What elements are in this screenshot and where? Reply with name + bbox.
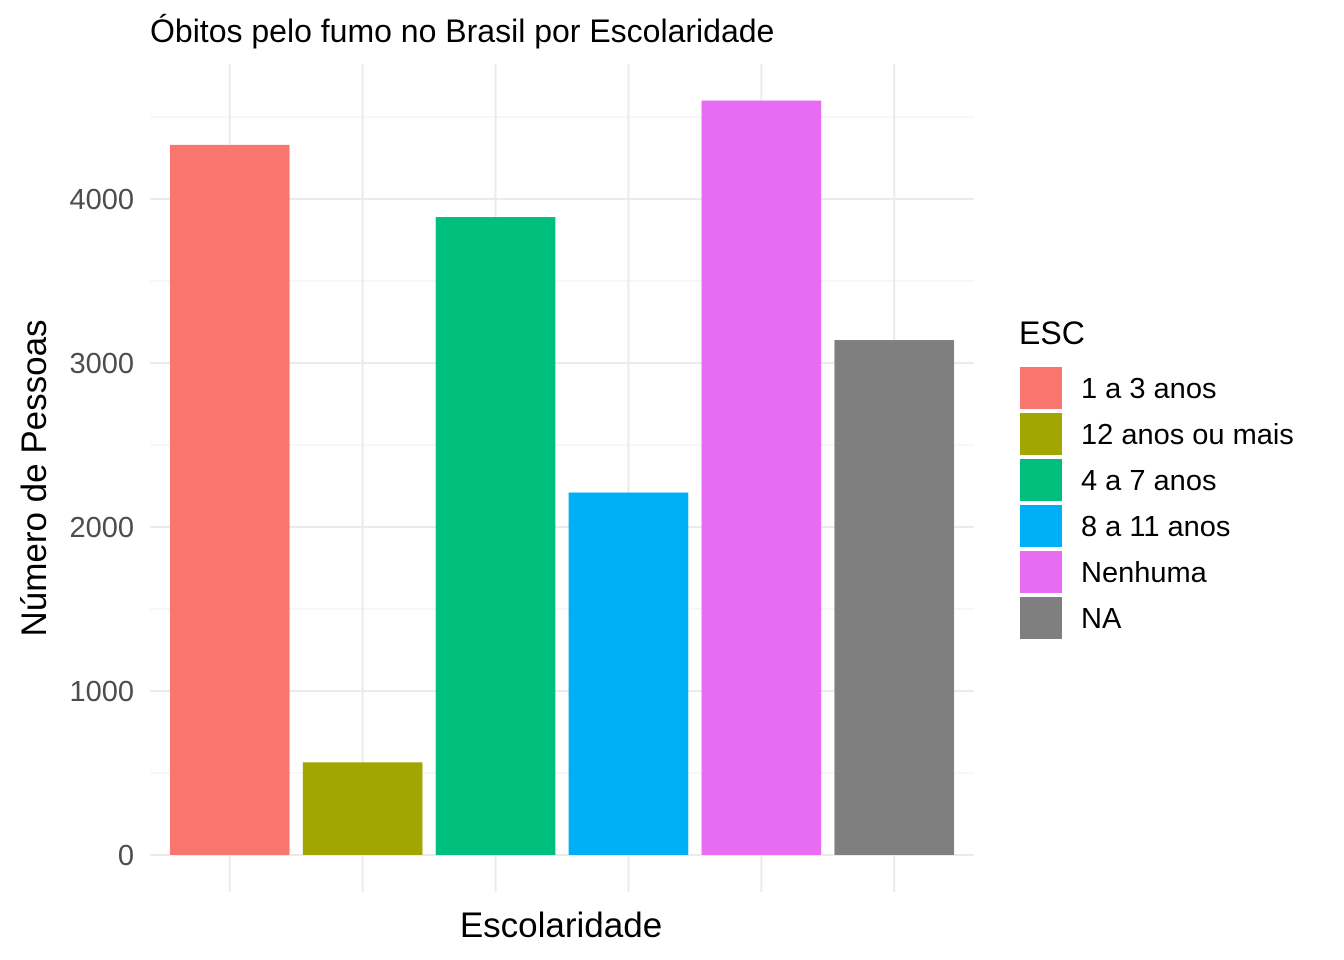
legend-key (1020, 505, 1062, 547)
y-axis-ticks: 0 1000 2000 3000 4000 (69, 184, 134, 872)
legend-label: 12 anos ou mais (1081, 419, 1294, 451)
y-tick-label: 1000 (69, 676, 134, 708)
legend-key (1020, 551, 1062, 593)
bar-4-a-7-anos (435, 217, 556, 856)
legend-label: Nenhuma (1081, 557, 1208, 589)
legend: ESC 1 a 3 anos 12 anos ou mais 4 a 7 anos 8… (1019, 315, 1294, 639)
legend-key (1020, 459, 1062, 501)
y-axis-title: Número de Pessoas (15, 319, 54, 636)
chart-title: Óbitos pelo fumo no Brasil por Escolarid… (150, 13, 774, 49)
y-tick-label: 4000 (69, 184, 134, 216)
y-tick-label: 3000 (69, 348, 134, 380)
legend-key (1020, 597, 1062, 639)
legend-label: 1 a 3 anos (1081, 373, 1216, 405)
legend-items: 1 a 3 anos 12 anos ou mais 4 a 7 anos 8 a 1… (1020, 367, 1294, 639)
bar-1-a-3-anos (169, 144, 290, 855)
y-tick-label: 2000 (69, 512, 134, 544)
legend-label: 8 a 11 anos (1081, 511, 1230, 543)
y-tick-label: 0 (118, 840, 134, 872)
legend-title: ESC (1019, 315, 1085, 351)
bar-nenhuma (701, 100, 822, 856)
bar-12-anos-ou-mais (302, 762, 423, 855)
legend-label: NA (1081, 603, 1122, 635)
legend-key (1020, 413, 1062, 455)
x-axis-title: Escolaridade (460, 906, 662, 945)
bar-na (834, 340, 955, 855)
legend-label: 4 a 7 anos (1081, 465, 1216, 497)
bar-8-a-11-anos (568, 492, 689, 855)
legend-key (1020, 367, 1062, 409)
bars (169, 100, 955, 856)
